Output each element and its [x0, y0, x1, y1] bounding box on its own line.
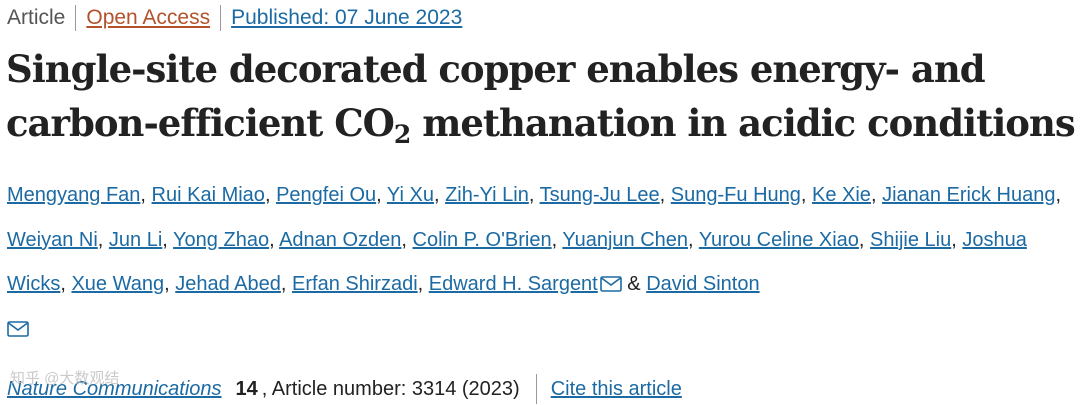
- author-link[interactable]: Jehad Abed: [175, 273, 281, 295]
- title-part-2: methanation in acidic conditions: [410, 101, 1075, 145]
- open-access-link[interactable]: Open Access: [86, 6, 211, 29]
- author-link[interactable]: Pengfei Ou: [276, 184, 377, 206]
- author-separator: ,: [659, 184, 666, 206]
- author-separator: ,: [688, 228, 694, 251]
- author-separator: ,: [97, 228, 104, 251]
- published-date-link[interactable]: Published: 07 June 2023: [231, 6, 463, 29]
- author-link[interactable]: Sung-Fu Hung: [670, 184, 801, 206]
- author-link[interactable]: David Sinton: [646, 273, 760, 295]
- author-separator: ,: [269, 228, 275, 251]
- mail-icon[interactable]: [599, 276, 622, 292]
- author-link[interactable]: Jun Li: [108, 228, 163, 251]
- author-separator: ,: [376, 184, 382, 206]
- author-link[interactable]: Colin P. O'Brien: [412, 228, 552, 251]
- author-link[interactable]: Tsung-Ju Lee: [539, 184, 660, 206]
- author-separator: ,: [870, 184, 877, 206]
- author-separator: ,: [551, 228, 558, 251]
- title-subscript: 2: [393, 120, 411, 149]
- author-list: Mengyang Fan, Rui Kai Miao, Pengfei Ou, …: [7, 173, 1079, 351]
- author-link[interactable]: Ke Xie: [812, 184, 871, 206]
- author-separator: ,: [164, 273, 170, 295]
- article-title: Single-site decorated copper enables ene…: [6, 42, 1080, 150]
- author-separator: ,: [401, 228, 407, 251]
- meta-divider: [220, 5, 222, 31]
- author-link[interactable]: Shijie Liu: [870, 228, 952, 251]
- author-link[interactable]: Rui Kai Miao: [151, 184, 265, 206]
- author-separator: ,: [264, 184, 271, 206]
- author-separator: ,: [417, 273, 424, 295]
- author-link[interactable]: Xue Wang: [71, 273, 165, 295]
- article-number: , Article number: 3314 (2023): [261, 377, 520, 400]
- author-separator: ,: [528, 184, 535, 206]
- author-link[interactable]: Erfan Shirzadi: [292, 273, 418, 295]
- author-link[interactable]: Jianan Erick Huang: [882, 184, 1056, 206]
- meta-divider: [75, 5, 77, 31]
- citation-divider: [535, 374, 537, 404]
- author-separator: ,: [60, 273, 66, 295]
- author-separator: ,: [162, 228, 168, 251]
- author-separator: ,: [140, 184, 146, 206]
- watermark: 知乎 @大数观结: [10, 370, 120, 387]
- author-conjunction: &: [621, 273, 647, 295]
- volume-number: 14: [235, 377, 258, 400]
- author-link[interactable]: Adnan Ozden: [279, 228, 402, 251]
- mail-icon[interactable]: [7, 320, 29, 337]
- cite-this-article-link[interactable]: Cite this article: [550, 377, 682, 400]
- article-meta-row: Article Open Access Published: 07 June 2…: [7, 4, 462, 32]
- author-separator: ,: [858, 228, 865, 251]
- journal-link[interactable]: Nature Communications: [7, 377, 222, 400]
- author-link[interactable]: Zih-Yi Lin: [445, 184, 529, 206]
- author-link[interactable]: Yurou Celine Xiao: [698, 228, 859, 251]
- author-separator: ,: [280, 273, 287, 295]
- author-link[interactable]: Weiyan Ni: [7, 228, 98, 251]
- author-separator: ,: [433, 184, 440, 206]
- author-link[interactable]: Yi Xu: [386, 184, 434, 206]
- author-link[interactable]: Mengyang Fan: [7, 184, 141, 206]
- author-separator: ,: [951, 228, 957, 251]
- author-link[interactable]: Yuanjun Chen: [562, 228, 689, 251]
- title-part-1: Single-site decorated copper enables ene…: [6, 47, 986, 145]
- author-link[interactable]: Edward H. Sargent: [428, 273, 598, 295]
- citation-row: Nature Communications 14 , Article numbe…: [7, 374, 682, 404]
- author-separator: ,: [1055, 184, 1062, 206]
- author-separator: ,: [800, 184, 807, 206]
- author-link[interactable]: Yong Zhao: [173, 228, 270, 251]
- article-type-label: Article: [7, 6, 66, 29]
- author-link[interactable]: Joshua Wicks: [7, 228, 1027, 296]
